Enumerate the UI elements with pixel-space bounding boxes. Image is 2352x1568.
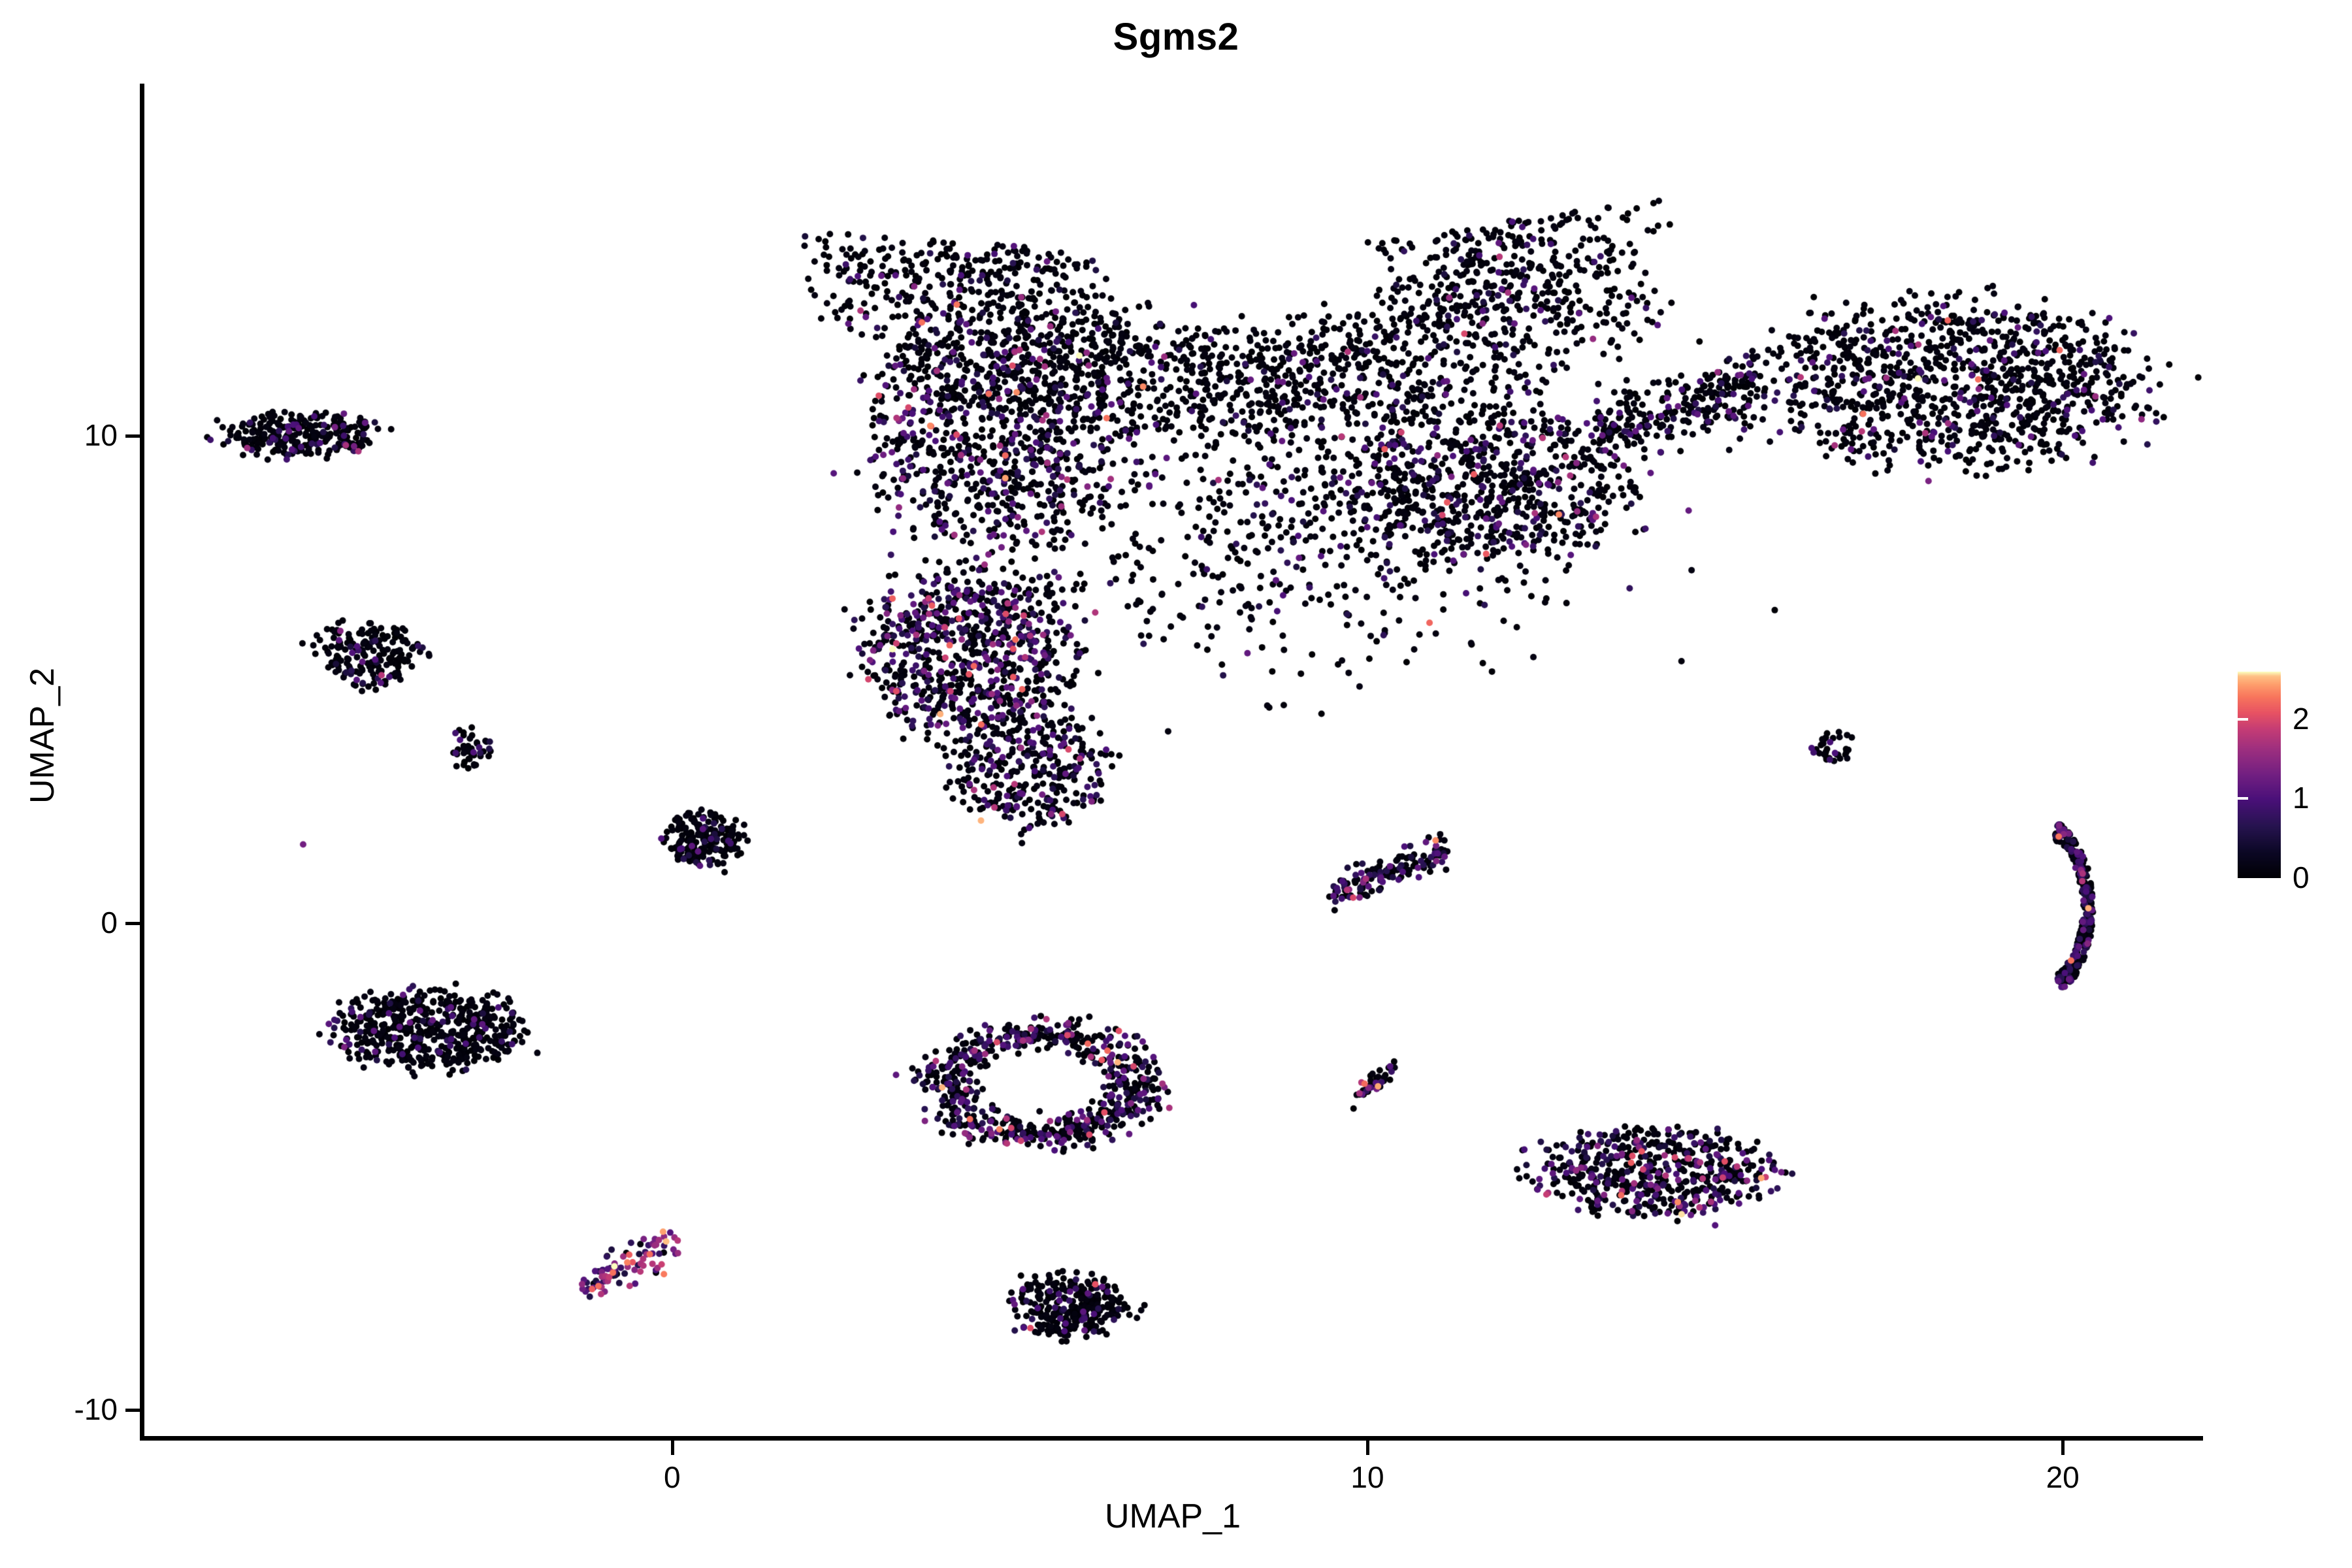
colorbar-legend: 0 1 2 xyxy=(2238,672,2342,892)
colorbar-tick-mark xyxy=(2238,797,2248,800)
x-tick-label: 20 xyxy=(2046,1460,2080,1494)
x-axis-line xyxy=(140,1436,2203,1441)
x-tick-label: 10 xyxy=(1350,1460,1384,1494)
plot-panel xyxy=(144,85,2202,1439)
y-axis-title: UMAP_2 xyxy=(24,667,61,804)
x-tick-mark xyxy=(2061,1441,2065,1455)
colorbar-tick-mark xyxy=(2238,717,2248,721)
y-axis-line xyxy=(140,84,144,1441)
y-tick-mark xyxy=(125,921,140,925)
x-axis-title: UMAP_1 xyxy=(1104,1497,1241,1535)
colorbar-tick-label: 2 xyxy=(2293,701,2310,736)
y-tick-label: -10 xyxy=(74,1392,118,1427)
colorbar-tick-label: 0 xyxy=(2293,860,2310,894)
x-tick-mark xyxy=(670,1441,674,1455)
colorbar-tick-mark xyxy=(2332,797,2342,800)
x-tick-label: 0 xyxy=(663,1460,681,1494)
colorbar-tick-mark xyxy=(2332,717,2342,721)
y-tick-mark xyxy=(125,1409,140,1413)
page-title: Sgms2 xyxy=(1113,16,1239,58)
colorbar-gradient xyxy=(2238,672,2281,878)
y-tick-label: 0 xyxy=(101,905,118,939)
scatter-canvas xyxy=(144,85,2202,1439)
y-tick-mark xyxy=(125,434,140,438)
y-tick-label: 10 xyxy=(84,417,118,452)
x-tick-mark xyxy=(1365,1441,1369,1455)
colorbar-tick-label: 1 xyxy=(2293,781,2310,815)
